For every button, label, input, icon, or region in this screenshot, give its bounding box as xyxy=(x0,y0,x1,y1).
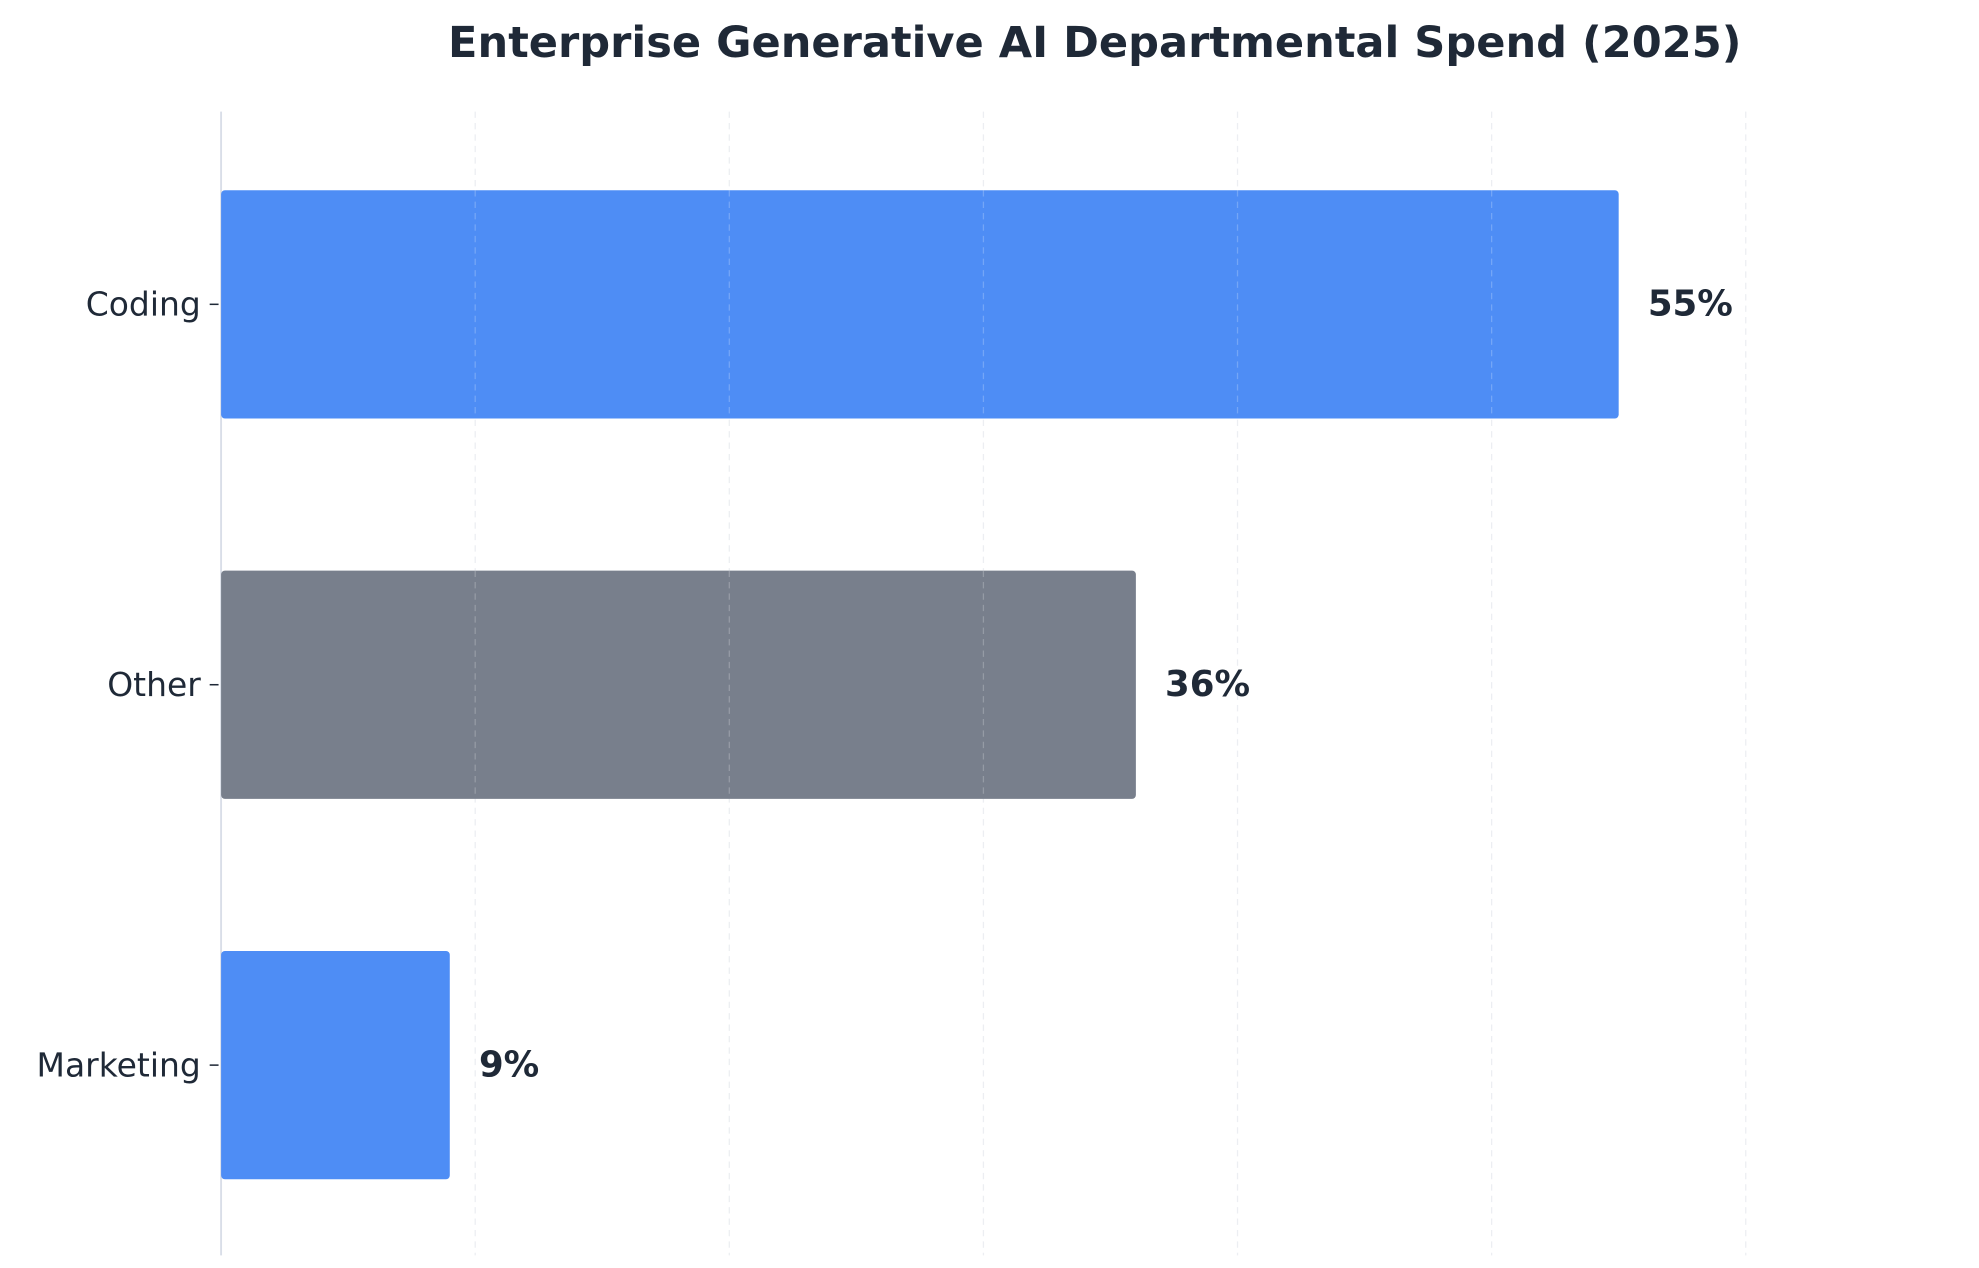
bar-marketing xyxy=(221,951,450,1180)
y-tick-label: Marketing xyxy=(37,1046,201,1085)
labels: Coding 55% Other 36% Marketing 9% xyxy=(37,284,1733,1086)
y-tick-label: Other xyxy=(107,665,201,704)
y-tick-label: Coding xyxy=(86,285,201,324)
data-label: 36% xyxy=(1165,664,1250,705)
chart-title: Enterprise Generative AI Departmental Sp… xyxy=(448,18,1741,68)
bars xyxy=(221,190,1619,1180)
gridlines-over-bars xyxy=(474,190,1493,799)
bar-coding xyxy=(221,190,1619,419)
data-label: 9% xyxy=(479,1045,539,1086)
data-label: 55% xyxy=(1648,284,1733,325)
bar-other xyxy=(221,570,1136,799)
